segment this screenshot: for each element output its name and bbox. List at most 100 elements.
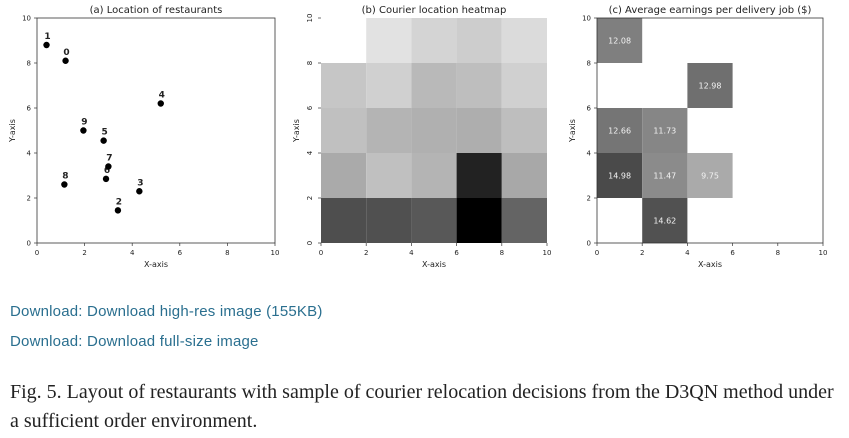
restaurant-label: 0 <box>63 48 69 58</box>
restaurant-point <box>100 137 107 144</box>
y-axis-label: Y-axis <box>568 119 577 143</box>
y-tick-label: 6 <box>587 105 592 113</box>
heatmap-cell <box>687 153 733 198</box>
cell-value-label: 11.73 <box>653 127 676 136</box>
x-tick-label: 10 <box>543 249 552 257</box>
heatmap-cell <box>597 18 643 63</box>
cell-value-label: 9.75 <box>701 172 719 181</box>
restaurant-label: 5 <box>102 128 108 138</box>
x-tick-label: 2 <box>640 249 644 257</box>
heatmap-cell <box>501 153 547 198</box>
restaurant-point <box>114 207 122 214</box>
restaurant-point <box>157 100 164 107</box>
x-tick-label: 4 <box>409 249 414 257</box>
restaurant-label: 8 <box>62 172 68 182</box>
cell-value-label: 11.47 <box>653 172 676 181</box>
heatmap-cell <box>411 63 457 108</box>
download-high-res-link[interactable]: Download: Download high-res image (155KB… <box>10 303 323 320</box>
y-tick-label: 10 <box>582 15 591 23</box>
x-tick-label: 6 <box>178 249 183 257</box>
restaurant-label: 3 <box>137 178 143 188</box>
restaurant-point <box>43 41 50 49</box>
restaurant-point <box>102 175 110 183</box>
download-full-size-link[interactable]: Download: Download full-size image <box>10 333 259 350</box>
heatmap-cell <box>321 198 367 243</box>
plot-frame <box>596 17 824 244</box>
heatmap-cell <box>456 63 502 108</box>
x-tick-label: 10 <box>271 249 280 257</box>
y-tick-label: 8 <box>27 60 31 68</box>
y-tick-label: 2 <box>306 196 314 200</box>
heatmap-cell <box>597 108 643 153</box>
x-tick-label: 4 <box>130 249 135 257</box>
restaurant-label: 2 <box>116 197 122 207</box>
heatmap-cell <box>366 153 412 198</box>
x-tick-label: 4 <box>685 249 690 257</box>
restaurant-point <box>61 181 68 188</box>
panel-title: (b) Courier location heatmap <box>362 5 507 16</box>
cell-value-label: 12.66 <box>608 127 631 136</box>
restaurant-point <box>105 163 112 170</box>
y-axis-label: Y-axis <box>292 119 301 143</box>
heatmap-cell <box>366 108 412 153</box>
y-tick-label: 2 <box>587 195 591 203</box>
x-axis-label: X-axis <box>422 260 446 269</box>
heatmap-cell <box>411 18 457 63</box>
restaurant-label: 1 <box>44 32 50 42</box>
heatmap-cell <box>321 63 367 108</box>
x-tick-label: 10 <box>819 249 828 257</box>
cell-value-label: 14.62 <box>653 217 676 226</box>
y-tick-label: 2 <box>27 195 31 203</box>
heatmap-cell <box>411 108 457 153</box>
heatmap-cell <box>501 198 547 243</box>
heatmap-cell <box>366 18 412 63</box>
x-axis-label: X-axis <box>144 260 168 269</box>
heatmap-cell <box>597 153 643 198</box>
x-tick-label: 8 <box>776 249 780 257</box>
y-tick-label: 6 <box>306 105 314 110</box>
restaurant-label: 6 <box>104 166 110 176</box>
heatmap-cell <box>366 63 412 108</box>
heatmap-cell <box>642 198 688 243</box>
x-tick-label: 6 <box>730 249 735 257</box>
heatmap-cell <box>456 198 502 243</box>
restaurant-label: 4 <box>159 91 165 101</box>
y-tick-label: 0 <box>27 240 31 248</box>
y-tick-label: 0 <box>306 241 314 245</box>
y-tick-label: 4 <box>306 150 314 155</box>
y-tick-label: 8 <box>306 61 314 65</box>
cell-value-label: 12.08 <box>608 37 631 46</box>
heatmap-cell <box>501 18 547 63</box>
y-tick-label: 8 <box>587 60 591 68</box>
y-tick-label: 4 <box>27 150 32 158</box>
heatmap-cell <box>456 18 502 63</box>
restaurant-label: 7 <box>106 154 112 164</box>
heatmap-cell <box>501 108 547 153</box>
restaurant-point <box>62 57 69 64</box>
y-tick-label: 10 <box>22 15 31 23</box>
cell-value-label: 14.98 <box>608 172 631 181</box>
heatmap-cell <box>411 153 457 198</box>
heatmap-cell <box>642 153 688 198</box>
panel-title: (a) Location of restaurants <box>90 5 223 16</box>
heatmap-cell <box>411 198 457 243</box>
y-axis-label: Y-axis <box>8 119 17 143</box>
heatmap-cell <box>642 108 688 153</box>
heatmap-cell <box>456 153 502 198</box>
x-tick-label: 2 <box>82 249 86 257</box>
y-tick-label: 6 <box>27 105 32 113</box>
x-tick-label: 0 <box>319 249 323 257</box>
heatmap-cell <box>366 198 412 243</box>
y-tick-label: 0 <box>587 240 591 248</box>
y-tick-label: 10 <box>306 14 314 23</box>
heatmap-cell <box>321 108 367 153</box>
x-tick-label: 0 <box>595 249 599 257</box>
x-tick-label: 8 <box>225 249 229 257</box>
x-axis-label: X-axis <box>698 260 722 269</box>
y-tick-label: 4 <box>587 150 592 158</box>
heatmap-cell <box>456 108 502 153</box>
restaurant-point <box>80 127 87 134</box>
heatmap-cell <box>321 153 367 198</box>
panel-title: (c) Average earnings per delivery job ($… <box>609 5 812 16</box>
figure-panels: 0 1 2 3 4 5 6 7 8 9 0 2 4 6 8 10 0 2 4 6 8 10 (a) Location of … <box>8 5 828 269</box>
